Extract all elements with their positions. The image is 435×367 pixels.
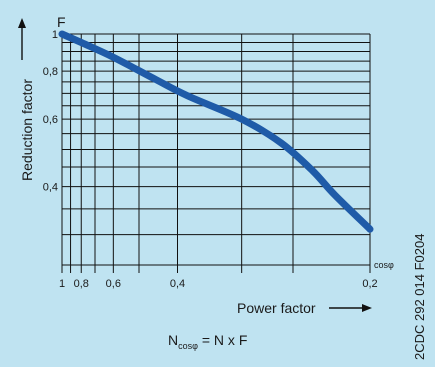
- formula-rhs: = N x F: [198, 332, 247, 348]
- y-axis-letter: F: [57, 14, 66, 30]
- y-tick-label: 0,4: [43, 182, 58, 194]
- y-axis-arrow-head: [18, 18, 26, 28]
- tick-labels: 1 0,8 0,6 0,4 0,2 1 0,8 0,6 0,4: [43, 29, 378, 290]
- reduction-curve: [58, 30, 374, 233]
- y-tick-label: 0,8: [43, 66, 58, 78]
- x-tick-label: 0,6: [106, 278, 121, 290]
- formula-subscript: cosφ: [178, 341, 198, 351]
- y-axis-label: Reduction factor: [19, 79, 35, 181]
- x-tick-label: 0,2: [362, 278, 377, 290]
- y-tick-label: 0,6: [43, 114, 58, 126]
- formula-lhs: N: [168, 332, 178, 348]
- data-points: [61, 33, 371, 230]
- x-axis-unit-label: cosφ: [374, 260, 394, 270]
- x-axis-label: Power factor: [237, 300, 316, 316]
- x-tick-label: 0,8: [74, 278, 89, 290]
- y-tick-label: 1: [52, 29, 58, 41]
- grid: [61, 33, 371, 273]
- document-code: 2CDC 292 014 F0204: [412, 234, 427, 360]
- x-tick-label: 0,4: [170, 278, 185, 290]
- axes: [18, 18, 372, 312]
- x-tick-label: 1: [59, 278, 65, 290]
- formula: Ncosφ = N x F: [168, 332, 247, 351]
- x-axis-arrow-head: [362, 304, 372, 312]
